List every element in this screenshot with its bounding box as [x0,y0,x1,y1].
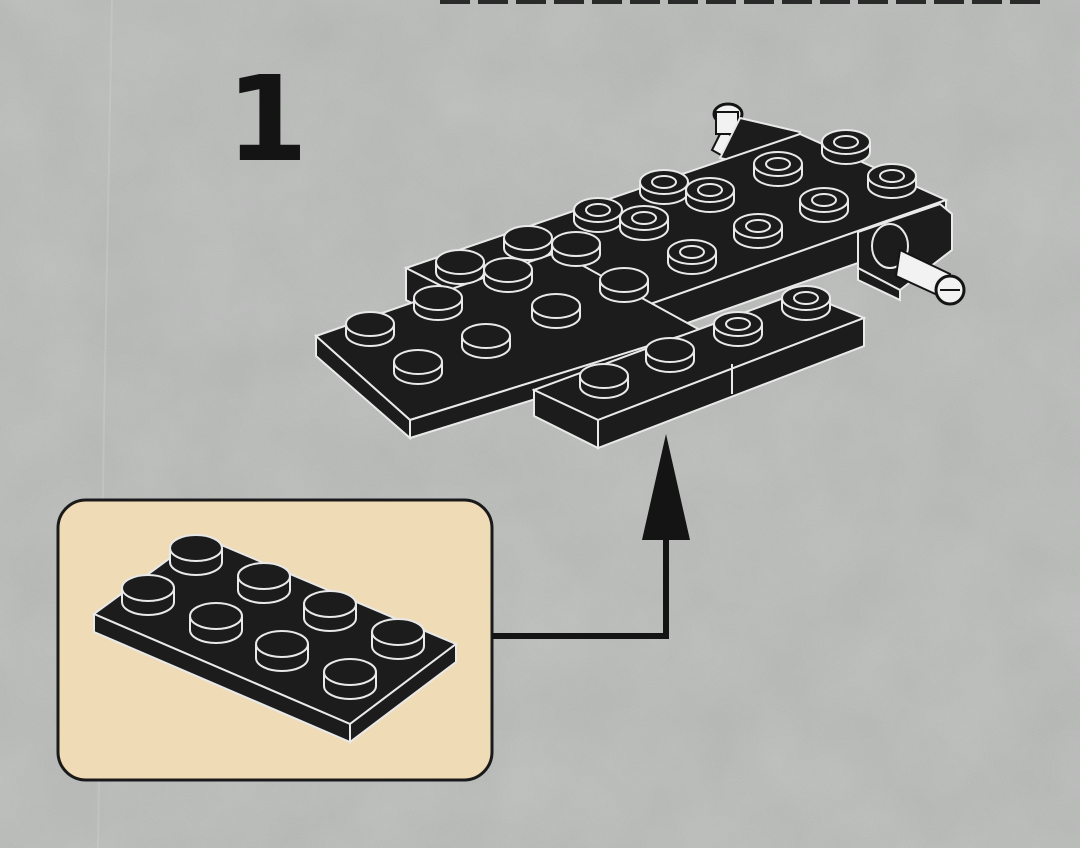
front-axle [894,248,966,306]
black-lego-plate-2x4-icon [92,534,458,745]
studs-placed-plate [579,285,831,399]
step-number: 1 [226,50,308,188]
arrow-up-icon [492,434,690,639]
studs-lower-left [345,285,511,385]
studs-upper [435,129,917,329]
black-lego-car-chassis-icon [314,102,966,450]
